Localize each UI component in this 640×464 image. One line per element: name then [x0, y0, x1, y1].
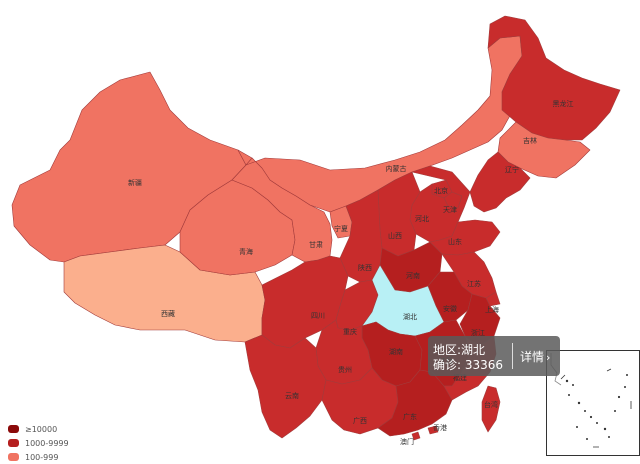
province-label: 福建: [453, 373, 467, 382]
province-region[interactable]: [481, 385, 501, 433]
legend-swatch-icon: [8, 425, 19, 433]
province-region[interactable]: [244, 334, 327, 439]
chevron-right-icon: ›: [546, 351, 551, 364]
tooltip-region-row: 地区:湖北: [433, 341, 485, 358]
province-label: 山西: [388, 231, 402, 240]
province-label: 上海: [485, 305, 499, 314]
province-label: 江苏: [467, 279, 481, 288]
province-label: 重庆: [343, 327, 357, 336]
province-label: 广西: [353, 416, 367, 425]
province-region[interactable]: [487, 15, 621, 141]
legend-label: ≥10000: [25, 424, 58, 434]
province-label: 陕西: [358, 263, 372, 272]
province-label: 宁夏: [334, 224, 348, 233]
province-label: 内蒙古: [386, 164, 407, 173]
province-label: 青海: [239, 247, 253, 256]
province-label: 西藏: [161, 309, 175, 318]
province-label: 辽宁: [505, 165, 519, 174]
legend: ≥10000 1000-9999 100-999: [8, 422, 69, 464]
legend-item[interactable]: ≥10000: [8, 422, 69, 436]
province-label: 广东: [403, 412, 417, 421]
south-china-sea-inset: [546, 350, 640, 456]
region-tooltip[interactable]: 地区:湖北 确诊: 33366 详情 ›: [428, 336, 560, 376]
legend-item[interactable]: 100-999: [8, 450, 69, 464]
province-label: 贵州: [338, 365, 352, 374]
province-label: 北京: [434, 186, 448, 195]
province-region[interactable]: [459, 293, 501, 347]
tooltip-confirmed-row: 确诊: 33366: [433, 356, 503, 373]
province-label: 香港: [433, 423, 447, 432]
province-label: 河南: [406, 271, 420, 280]
province-label: 澳门: [400, 437, 414, 446]
province-label: 四川: [311, 312, 325, 320]
tooltip-detail-label: 详情: [520, 350, 545, 364]
province-label: 吉林: [523, 136, 537, 145]
legend-swatch-icon: [8, 439, 19, 447]
province-label: 浙江: [471, 328, 485, 337]
tooltip-region-label: 地区:: [433, 343, 462, 357]
province-label: 湖北: [403, 312, 417, 321]
tooltip-divider: [512, 343, 513, 369]
province-label: 安徽: [443, 304, 457, 313]
south-china-sea-islands-icon: [550, 353, 632, 448]
province-label: 甘肃: [309, 240, 323, 249]
province-label: 台湾: [484, 400, 498, 409]
legend-label: 1000-9999: [25, 438, 69, 448]
tooltip-region-value: 湖北: [461, 343, 486, 357]
province-region[interactable]: [411, 431, 421, 441]
province-region[interactable]: [469, 151, 531, 213]
legend-item[interactable]: 1000-9999: [8, 436, 69, 450]
legend-swatch-icon: [8, 453, 19, 461]
tooltip-confirmed-label: 确诊:: [433, 358, 462, 372]
provinces-layer: [11, 15, 621, 441]
province-label: 山东: [448, 237, 462, 246]
province-label: 天津: [443, 206, 457, 214]
legend-label: 100-999: [25, 452, 59, 462]
tooltip-detail-button[interactable]: 详情 ›: [520, 348, 550, 365]
province-label: 黑龙江: [553, 99, 574, 108]
province-region[interactable]: [427, 425, 439, 435]
province-label: 河北: [415, 215, 429, 223]
province-label: 新疆: [128, 178, 142, 187]
province-label: 云南: [285, 391, 299, 400]
tooltip-confirmed-value: 33366: [464, 358, 504, 372]
province-label: 湖南: [389, 347, 403, 356]
